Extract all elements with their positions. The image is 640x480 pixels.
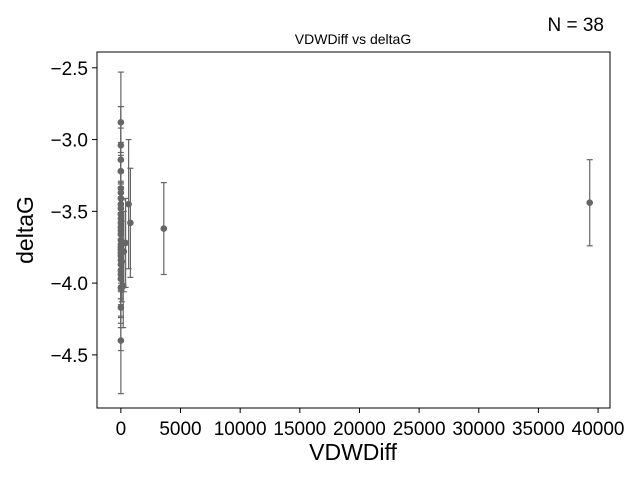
x-tick-label: 20000 bbox=[333, 419, 386, 440]
x-tick-label: 30000 bbox=[452, 419, 505, 440]
plot-frame bbox=[96, 51, 611, 409]
x-tick-label: 15000 bbox=[273, 419, 326, 440]
y-tick-label: −3.5 bbox=[50, 202, 88, 223]
data-point bbox=[160, 225, 168, 232]
chart-title: VDWDiff vs deltaG bbox=[295, 31, 411, 47]
data-point bbox=[122, 239, 129, 247]
x-axis-ticks: 0 5000 10000 15000 20000 25000 30000 35000 40000 bbox=[116, 408, 625, 440]
data-point bbox=[586, 199, 594, 207]
x-tick-label: 5000 bbox=[159, 419, 201, 440]
x-axis-label: VDWDiff bbox=[309, 439, 397, 465]
y-tick-label: −4.0 bbox=[50, 274, 88, 295]
y-axis-label: deltaG bbox=[12, 196, 38, 264]
sample-count-annotation: N = 38 bbox=[547, 15, 604, 36]
data-point bbox=[117, 337, 125, 344]
data-point bbox=[127, 219, 134, 227]
plot-area bbox=[117, 71, 594, 395]
y-axis-ticks: −2.5 −3.0 −3.5 −4.0 −4.5 bbox=[50, 59, 97, 367]
y-tick-label: −3.0 bbox=[50, 131, 88, 152]
y-tick-label: −4.5 bbox=[50, 346, 88, 367]
x-tick-label: 35000 bbox=[512, 419, 565, 440]
y-tick-label: −2.5 bbox=[50, 59, 88, 80]
x-tick-label: 40000 bbox=[572, 419, 625, 440]
x-tick-label: 10000 bbox=[214, 419, 267, 440]
x-tick-label: 25000 bbox=[393, 419, 446, 440]
x-tick-label: 0 bbox=[116, 419, 127, 440]
